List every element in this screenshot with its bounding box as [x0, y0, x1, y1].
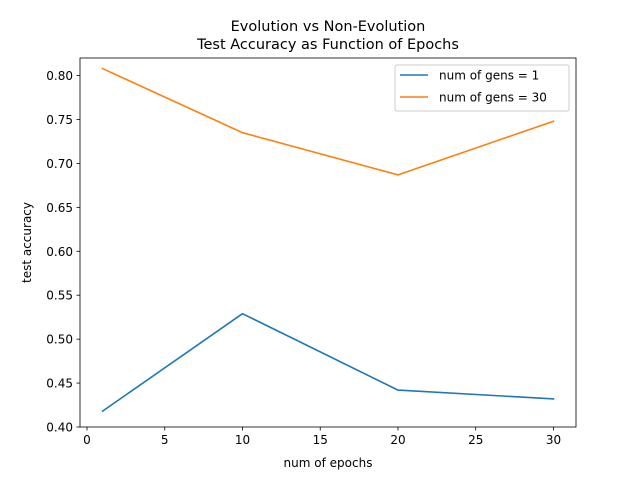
x-tick-label: 15	[313, 433, 328, 447]
series-lines	[101, 67, 555, 413]
x-axis-label: num of epochs	[284, 456, 373, 470]
x-tick-label: 25	[468, 433, 483, 447]
legend-box	[394, 64, 570, 112]
x-tick-label: 0	[83, 433, 91, 447]
y-tick-label: 0.80	[46, 69, 73, 83]
chart-title-line1: Evolution vs Non-Evolution	[231, 19, 426, 35]
axis-ticks: 0 5 10 15 20 25 30 0.40 0.45 0.50 0.55 0.60 0.65 0.70…	[46, 69, 561, 447]
legend-label-series-1: num of gens = 1	[439, 69, 539, 83]
series-line-1	[101, 312, 555, 413]
plot-frame	[79, 57, 577, 428]
y-tick-label: 0.60	[46, 245, 73, 259]
y-tick-label: 0.50	[46, 333, 73, 347]
y-axis-label: test accuracy	[20, 202, 34, 283]
x-tick-label: 20	[390, 433, 405, 447]
x-tick-label: 5	[161, 433, 169, 447]
y-tick-label: 0.40	[46, 421, 73, 435]
y-tick-label: 0.70	[46, 157, 73, 171]
legend-label-series-2: num of gens = 30	[439, 91, 547, 105]
x-tick-label: 10	[235, 433, 250, 447]
y-tick-label: 0.55	[46, 289, 73, 303]
y-tick-label: 0.45	[46, 377, 73, 391]
y-tick-label: 0.75	[46, 113, 73, 127]
series-line-2	[101, 67, 555, 176]
chart-title-line2: Test Accuracy as Function of Epochs	[196, 37, 459, 53]
x-tick-label: 30	[546, 433, 561, 447]
y-tick-label: 0.65	[46, 201, 73, 215]
legend: num of gens = 1 num of gens = 30	[394, 64, 570, 112]
